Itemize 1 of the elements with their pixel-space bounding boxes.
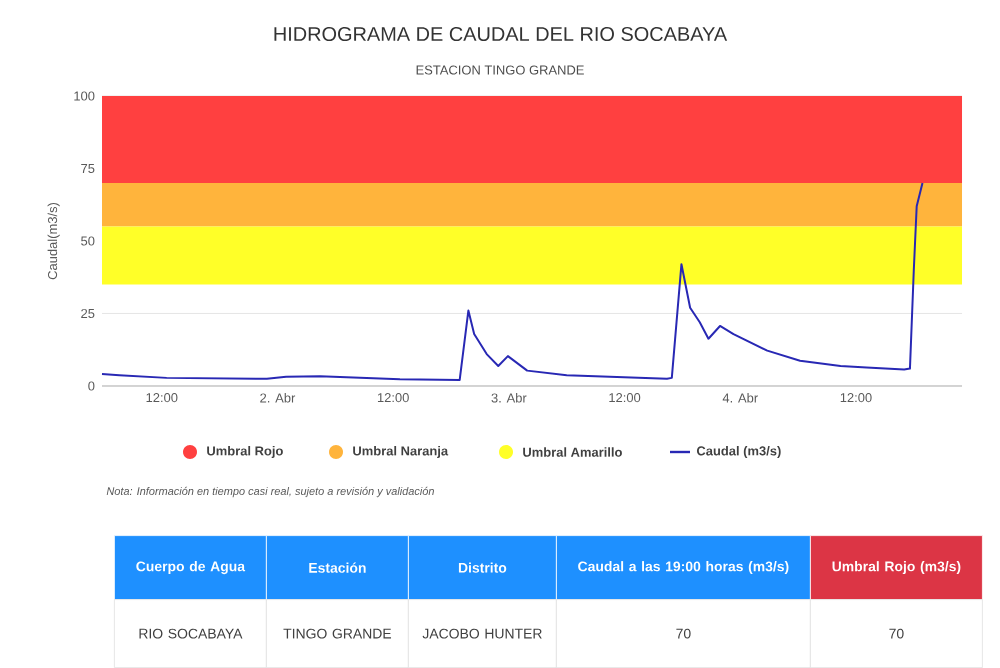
chart-title: HIDROGRAMA DE CAUDAL DEL RIO SOCABAYA — [274, 26, 728, 42]
